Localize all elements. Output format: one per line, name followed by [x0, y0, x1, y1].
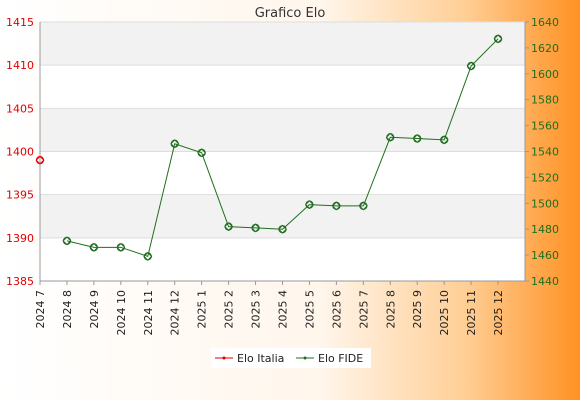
y-left-tick-label: 1415	[6, 16, 34, 29]
data-point-ring-elo-fide	[493, 34, 503, 43]
grid-band	[40, 194, 525, 238]
x-tick-label: 2025 7	[357, 290, 370, 329]
data-point-ring-elo-fide	[197, 148, 206, 157]
data-point-ring-elo-fide	[305, 200, 314, 209]
data-point-ring-elo-fide	[224, 222, 233, 231]
grid-band	[40, 22, 525, 66]
legend-label-elo-fide: Elo FIDE	[318, 352, 363, 365]
y-left-tick-label: 1400	[6, 146, 34, 159]
y-right-tick-label: 1600	[531, 68, 559, 81]
x-tick-label: 2025 5	[303, 290, 316, 329]
data-point-ring-elo-fide	[278, 225, 287, 234]
y-right-tick-label: 1520	[531, 171, 559, 184]
data-point-ring-elo-fide	[62, 236, 72, 245]
data-point-ring-elo-fide	[89, 243, 98, 252]
series-line-elo-fide	[66, 38, 499, 258]
legend-box	[211, 348, 371, 368]
x-tick-label: 2024 7	[34, 290, 47, 329]
y-left-tick-label: 1405	[6, 102, 34, 115]
legend-marker-elo-fide	[303, 356, 307, 360]
x-tick-label: 2025 1	[196, 290, 209, 329]
data-point-ring-elo-fide	[116, 243, 125, 252]
x-tick-label: 2025 3	[250, 290, 263, 329]
y-right-tick-label: 1620	[531, 42, 559, 55]
x-tick-label: 2024 11	[142, 290, 155, 336]
y-right-tick-label: 1640	[531, 16, 559, 29]
y-right-tick-label: 1580	[531, 94, 559, 107]
data-point-ring-elo-fide	[413, 134, 422, 143]
x-tick-label: 2025 6	[330, 290, 343, 329]
x-tick-label: 2025 9	[411, 290, 424, 329]
x-tick-label: 2024 12	[169, 290, 182, 336]
data-point-ring-elo-fide	[143, 252, 152, 261]
x-tick-label: 2025 10	[438, 290, 451, 336]
data-point-ring-elo-fide	[332, 201, 341, 210]
x-tick-label: 2025 8	[384, 290, 397, 329]
data-point-ring-elo-fide	[359, 201, 368, 210]
y-right-tick-label: 1500	[531, 197, 559, 210]
data-point-ring-elo-fide	[251, 223, 260, 233]
data-point-ring-elo-fide	[467, 61, 476, 71]
data-point-ring-elo-fide	[440, 135, 449, 144]
y-right-tick-label: 1560	[531, 120, 559, 133]
x-tick-label: 2025 11	[465, 290, 478, 336]
y-left-tick-label: 1385	[6, 275, 34, 288]
data-point-ring-elo-fide	[170, 139, 179, 148]
x-tick-label: 2024 8	[61, 290, 74, 329]
x-tick-label: 2025 12	[492, 290, 505, 336]
y-left-tick-label: 1410	[6, 59, 34, 72]
y-right-tick-label: 1460	[531, 249, 559, 262]
y-right-tick-label: 1540	[531, 146, 559, 159]
legend-label-elo-italia: Elo Italia	[237, 352, 284, 365]
data-point-ring-elo-italia	[35, 156, 45, 165]
chart-title: Grafico Elo	[255, 6, 326, 21]
x-tick-label: 2025 2	[223, 290, 236, 329]
x-tick-label: 2024 10	[115, 290, 128, 336]
y-left-tick-label: 1390	[6, 232, 34, 245]
y-left-tick-label: 1395	[6, 189, 34, 202]
legend-marker-elo-italia	[222, 356, 226, 360]
grid-band	[40, 108, 525, 152]
x-tick-label: 2025 4	[277, 290, 290, 329]
x-tick-label: 2024 9	[88, 290, 101, 329]
y-right-tick-label: 1480	[531, 223, 559, 236]
y-right-tick-label: 1440	[531, 275, 559, 288]
data-point-ring-elo-fide	[386, 133, 395, 142]
